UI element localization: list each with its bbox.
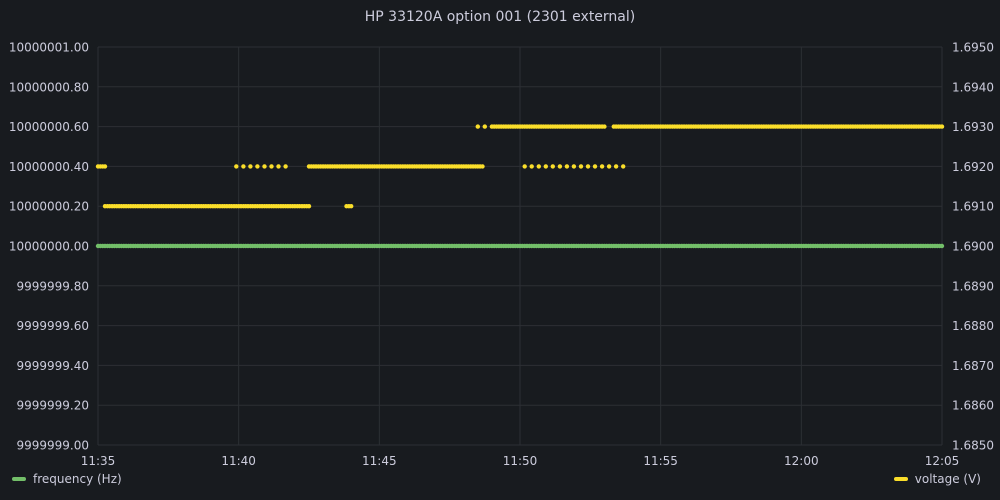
left-tick-label: 10000000.00: [9, 240, 89, 254]
data-point: [939, 243, 945, 249]
data-point: [276, 164, 281, 169]
data-point: [557, 164, 563, 169]
right-tick-label: 1.6910: [952, 200, 994, 214]
left-tick-label: 10000000.20: [9, 200, 89, 214]
data-point: [283, 164, 288, 169]
data-point: [241, 164, 246, 169]
series-frequency: [95, 243, 945, 249]
data-point: [578, 164, 584, 169]
data-point: [269, 164, 274, 169]
data-point: [475, 124, 480, 129]
left-tick-label: 9999999.00: [16, 439, 89, 453]
x-tick-label: 12:05: [925, 454, 960, 468]
left-tick-label: 10000001.00: [9, 41, 89, 55]
data-point: [621, 164, 626, 169]
right-tick-label: 1.6850: [952, 439, 994, 453]
data-point: [543, 164, 548, 169]
right-tick-label: 1.6900: [952, 240, 994, 254]
left-tick-label: 10000000.40: [9, 160, 89, 174]
right-tick-label: 1.6890: [952, 279, 994, 293]
right-tick-label: 1.6860: [952, 399, 994, 413]
data-point: [606, 164, 612, 169]
left-tick-label: 10000000.60: [9, 120, 89, 134]
data-point: [585, 164, 591, 169]
chart-title: HP 33120A option 001 (2301 external): [365, 9, 635, 25]
data-point: [529, 164, 534, 169]
data-point: [349, 204, 354, 209]
left-tick-label: 9999999.20: [16, 399, 89, 413]
data-point: [599, 164, 605, 169]
data-point: [550, 164, 555, 169]
series-layer: [95, 124, 945, 249]
x-tick-label: 11:50: [503, 454, 538, 468]
right-axis-ticks: 1.6950 1.6940 1.6930 1.6920 1.6910 1.6900 1.68…: [952, 41, 994, 453]
right-tick-label: 1.6870: [952, 359, 994, 373]
data-point: [248, 164, 253, 169]
legend-label-voltage: voltage (V): [914, 472, 981, 486]
right-tick-label: 1.6940: [952, 80, 994, 94]
right-tick-label: 1.6950: [952, 41, 994, 55]
data-point: [262, 164, 267, 169]
left-tick-label: 9999999.60: [16, 319, 89, 333]
data-point: [613, 164, 619, 169]
x-tick-label: 11:45: [362, 454, 397, 468]
data-point: [939, 124, 945, 129]
left-tick-label: 10000000.80: [9, 80, 89, 94]
x-tick-label: 11:40: [221, 454, 256, 468]
data-point: [255, 164, 260, 169]
data-point: [564, 164, 570, 169]
left-axis-ticks: 10000001.00 10000000.80 10000000.60 1000000…: [9, 41, 89, 453]
left-tick-label: 9999999.80: [16, 279, 89, 293]
legend-swatch-frequency: [12, 477, 26, 481]
data-point: [482, 124, 487, 129]
right-tick-label: 1.6920: [952, 160, 994, 174]
legend-swatch-voltage: [893, 477, 908, 481]
data-point: [536, 164, 541, 169]
data-point: [480, 164, 485, 169]
data-point: [522, 164, 527, 169]
legend-voltage[interactable]: voltage (V): [893, 472, 981, 486]
x-axis-ticks: 11:35 11:40 11:45 11:50 11:55 12:00 12:05: [81, 454, 960, 468]
right-tick-label: 1.6930: [952, 120, 994, 134]
x-tick-label: 11:35: [81, 454, 116, 468]
x-tick-label: 11:55: [643, 454, 678, 468]
data-point: [571, 164, 577, 169]
right-tick-label: 1.6880: [952, 319, 994, 333]
data-point: [306, 204, 312, 209]
legend-label-frequency: frequency (Hz): [33, 472, 122, 486]
left-tick-label: 9999999.40: [16, 359, 89, 373]
data-point: [234, 164, 239, 169]
legend-frequency[interactable]: frequency (Hz): [12, 472, 122, 486]
x-tick-label: 12:00: [784, 454, 819, 468]
data-point: [592, 164, 598, 169]
data-point: [102, 164, 108, 169]
series-voltage: [95, 124, 945, 209]
data-point: [602, 124, 607, 129]
